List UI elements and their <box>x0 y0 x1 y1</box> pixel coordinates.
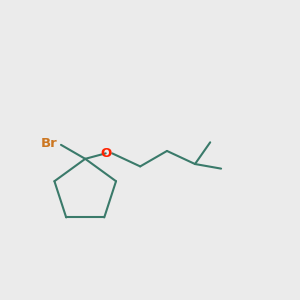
Text: Br: Br <box>41 137 58 151</box>
Text: O: O <box>100 147 111 160</box>
